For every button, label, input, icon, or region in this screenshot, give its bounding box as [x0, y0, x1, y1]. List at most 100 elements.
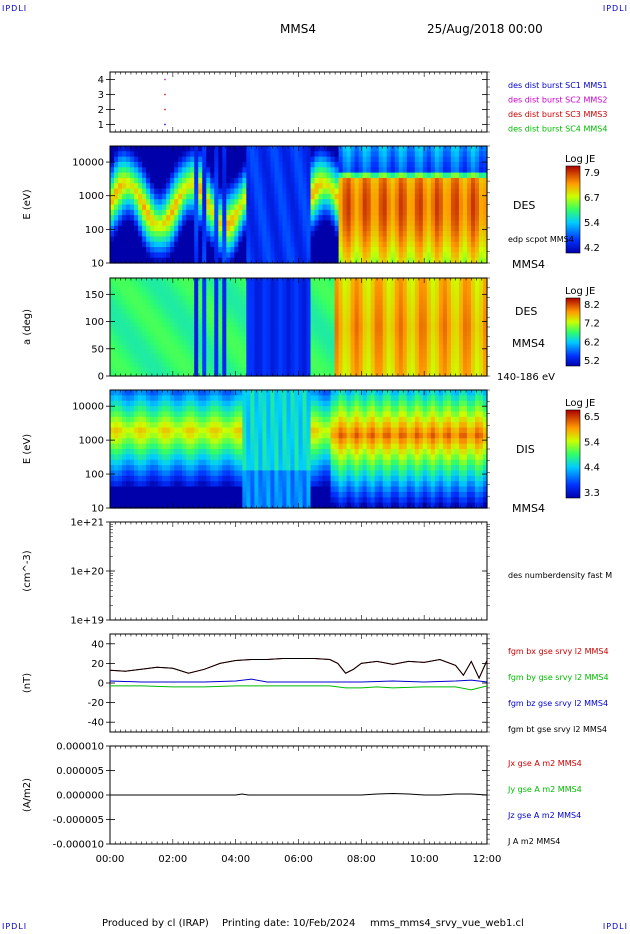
heatmap-cell	[362, 349, 368, 355]
heatmap-cell	[130, 278, 135, 284]
heatmap-cell	[398, 349, 404, 355]
heatmap-cell	[258, 344, 264, 350]
heatmap-cell	[294, 309, 300, 315]
heatmap-cell	[478, 367, 484, 373]
heatmap-cell	[258, 172, 264, 179]
heatmap-cell	[234, 322, 239, 328]
heatmap-cell	[158, 300, 163, 306]
heatmap-cell	[338, 209, 344, 216]
heatmap-cell	[130, 340, 135, 346]
heatmap-cell	[366, 231, 372, 238]
heatmap-cell	[338, 358, 344, 364]
heatmap-cell	[430, 340, 436, 346]
heatmap-cell	[250, 236, 255, 243]
heatmap-cell	[178, 286, 183, 292]
heatmap-cell	[410, 167, 416, 174]
heatmap-cell	[418, 278, 424, 284]
heatmap-cell	[290, 247, 296, 253]
heatmap-cell	[302, 151, 308, 158]
heatmap-cell	[430, 304, 436, 310]
heatmap-cell	[242, 282, 247, 288]
heatmap-cell	[230, 215, 235, 222]
heatmap-cell	[302, 193, 308, 200]
heatmap-cell	[286, 188, 292, 195]
heatmap-cell	[278, 340, 284, 346]
heatmap-cell	[350, 371, 356, 377]
heatmap-cell	[358, 199, 364, 206]
heatmap-cell	[326, 313, 332, 319]
heatmap-cell	[130, 188, 135, 195]
heatmap-cell	[222, 167, 227, 174]
heatmap-cell	[266, 349, 272, 355]
heatmap-cell	[378, 209, 384, 216]
heatmap-cell	[150, 400, 155, 407]
heatmap-cell	[282, 313, 288, 319]
heatmap-cell	[478, 318, 484, 324]
heatmap-cell	[410, 236, 416, 243]
heatmap-cell	[446, 247, 452, 253]
heatmap-cell	[138, 199, 143, 206]
heatmap-cell	[118, 497, 123, 504]
heatmap-cell	[334, 257, 340, 264]
heatmap-cell	[226, 371, 231, 377]
heatmap-cell	[146, 291, 151, 297]
heatmap-cell	[130, 438, 135, 445]
heatmap-cell	[146, 465, 151, 472]
heatmap-cell	[126, 156, 131, 163]
heatmap-cell	[434, 300, 440, 306]
heatmap-cell	[294, 353, 300, 359]
heatmap-cell	[170, 358, 175, 364]
heatmap-cell	[250, 340, 255, 346]
heatmap-cell	[130, 286, 135, 292]
heatmap-cell	[470, 286, 476, 292]
heatmap-cell	[158, 278, 163, 284]
heatmap-cell	[294, 286, 300, 292]
heatmap-cell	[242, 241, 247, 248]
heatmap-cell	[438, 295, 444, 301]
heatmap-cell	[282, 335, 288, 341]
heatmap-cell	[366, 204, 372, 211]
heatmap-cell	[274, 335, 280, 341]
heatmap-cell	[166, 291, 171, 297]
heatmap-cell	[314, 322, 320, 328]
heatmap-cell	[390, 188, 396, 195]
heatmap-cell	[182, 241, 187, 248]
heatmap-cell	[394, 172, 400, 179]
heatmap-cell	[442, 327, 448, 333]
heatmap-cell	[218, 282, 223, 288]
heatmap-cell	[150, 241, 155, 248]
heatmap-cell	[222, 172, 227, 179]
heatmap-cell	[458, 286, 464, 292]
heatmap-cell	[202, 327, 207, 333]
heatmap-cell	[322, 225, 328, 232]
heatmap-cell	[118, 454, 123, 461]
heatmap-cell	[218, 371, 223, 377]
heatmap-cell	[318, 304, 324, 310]
heatmap-cell	[218, 327, 223, 333]
heatmap-cell	[374, 215, 380, 222]
heatmap-cell	[414, 220, 420, 227]
heatmap-cell	[166, 156, 171, 163]
heatmap-cell	[442, 340, 448, 346]
heatmap-cell	[386, 231, 392, 238]
heatmap-cell	[306, 199, 312, 206]
heatmap-cell	[118, 459, 123, 466]
heatmap-cell	[178, 225, 183, 232]
heatmap-cell	[366, 177, 372, 184]
heatmap-cell	[162, 349, 167, 355]
heatmap-cell	[170, 257, 175, 264]
heatmap-cell	[146, 183, 151, 190]
heatmap-cell	[266, 146, 272, 152]
heatmap-cell	[306, 291, 312, 297]
heatmap-cell	[274, 353, 280, 359]
heatmap-cell	[426, 167, 432, 174]
heatmap-cell	[158, 282, 163, 288]
heatmap-cell	[314, 225, 320, 232]
heatmap-cell	[234, 252, 239, 259]
heatmap-cell	[190, 161, 195, 168]
heatmap-cell	[226, 367, 231, 373]
heatmap-cell	[342, 188, 348, 195]
heatmap-cell	[134, 236, 139, 243]
heatmap-cell	[230, 151, 235, 158]
heatmap-cell	[118, 215, 123, 222]
